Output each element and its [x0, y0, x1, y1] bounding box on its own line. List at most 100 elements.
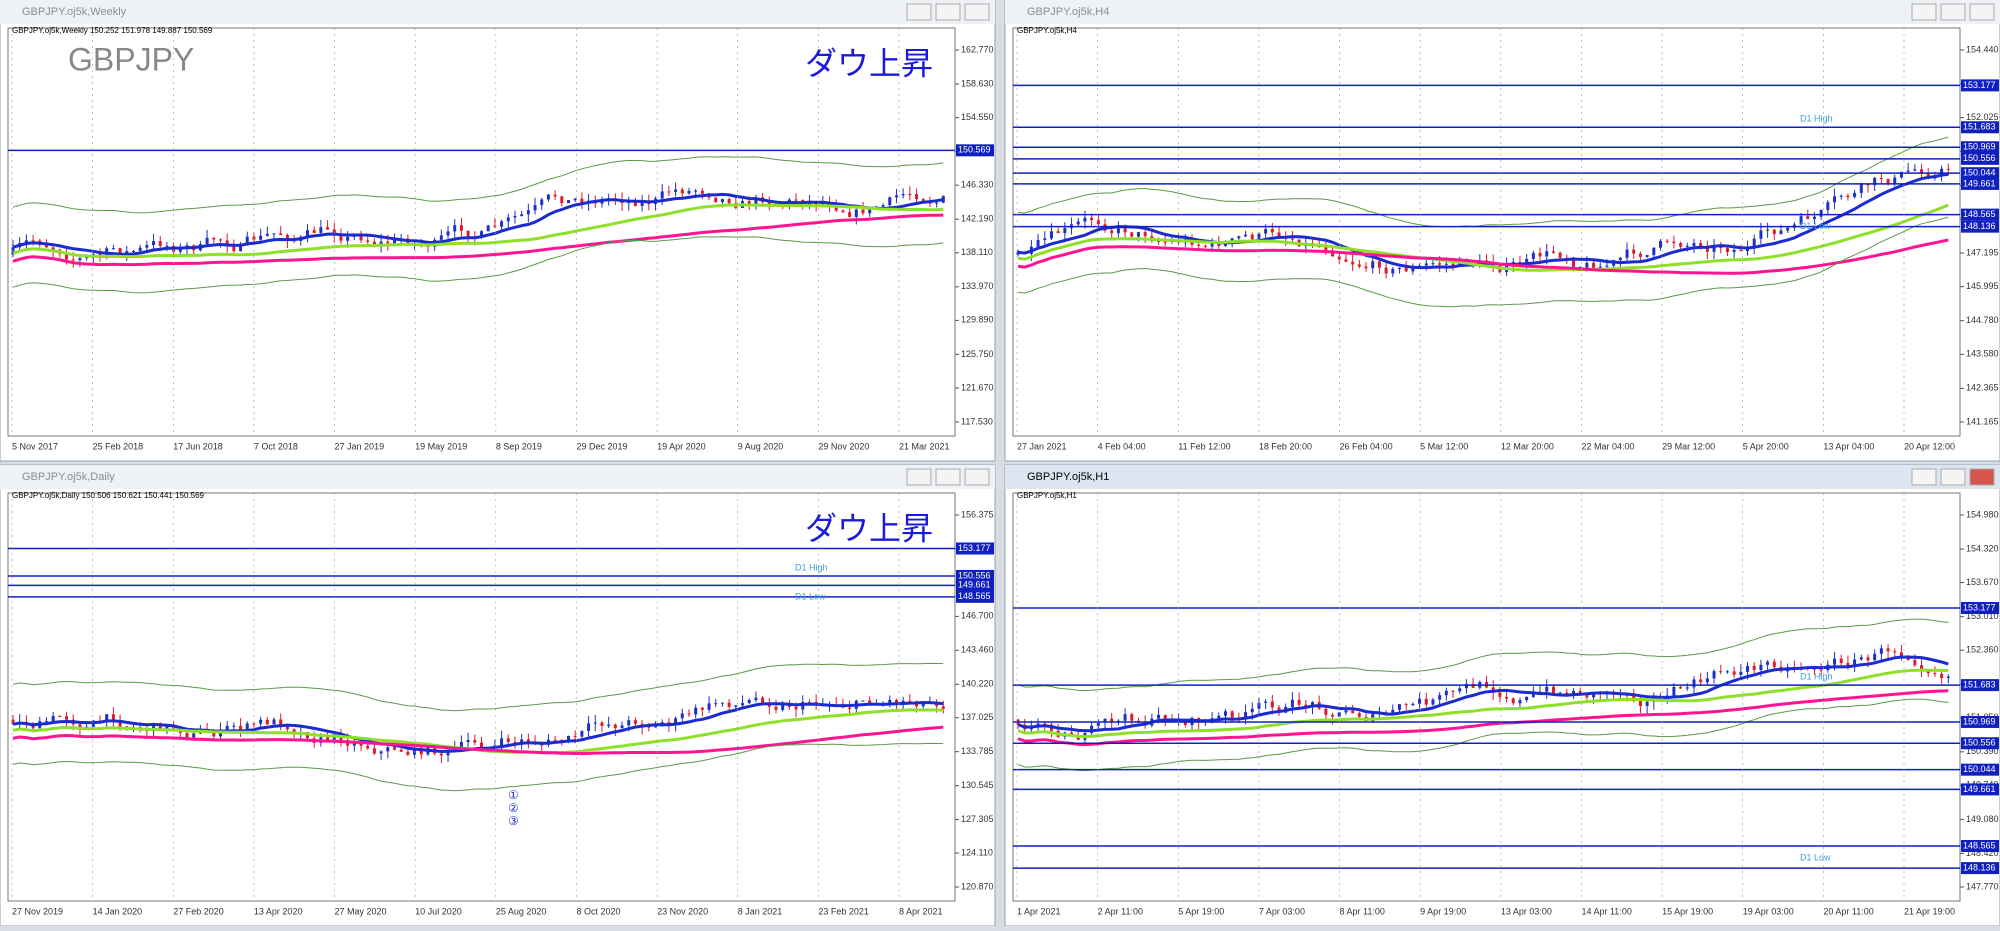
level-label: 150.556 — [1963, 738, 1996, 748]
trend-annotation: ダウ上昇 — [805, 45, 933, 81]
candle-body — [694, 190, 698, 192]
candle-body — [1558, 692, 1562, 694]
candle-body — [212, 237, 216, 240]
candle-body — [1685, 687, 1689, 689]
window-max-button[interactable] — [935, 3, 961, 21]
candle-body — [1257, 233, 1261, 240]
candle-body — [285, 724, 289, 730]
candle-body — [727, 199, 731, 204]
date-label: 27 Jan 2021 — [1017, 441, 1067, 451]
candle-body — [1157, 241, 1161, 243]
candle-body — [888, 700, 892, 704]
candle-body — [1732, 249, 1736, 253]
price-label: 148.420 — [1966, 848, 1999, 858]
window-max-button[interactable] — [935, 468, 961, 486]
date-label: 20 Apr 12:00 — [1904, 441, 1955, 451]
candle-body — [446, 750, 450, 756]
candle-body — [1244, 712, 1248, 719]
candle-body — [1163, 714, 1167, 720]
candle-body — [1933, 673, 1937, 675]
window-min-button[interactable] — [1911, 3, 1937, 21]
date-label: 8 Jan 2021 — [738, 906, 783, 916]
window-max-button[interactable] — [1940, 3, 1966, 21]
candle-body — [1264, 229, 1268, 234]
candle-body — [1136, 232, 1140, 237]
window-close-button[interactable] — [1969, 468, 1995, 486]
candle-body — [1203, 245, 1207, 247]
candle-body — [1551, 251, 1555, 253]
date-label: 7 Apr 03:00 — [1259, 906, 1305, 916]
level-label: 148.565 — [1963, 209, 1996, 219]
price-label: 137.025 — [961, 712, 994, 722]
candle-body — [1444, 263, 1448, 265]
window-min-button[interactable] — [906, 468, 932, 486]
candle-body — [1130, 714, 1134, 721]
candle-body — [1056, 231, 1060, 233]
candle-body — [1290, 699, 1294, 707]
candle-body — [1719, 671, 1723, 673]
candle-body — [1859, 184, 1863, 193]
window-title: GBPJPY.oj5k,H4 — [1027, 6, 1109, 18]
candle-body — [1839, 195, 1843, 197]
candle-body — [31, 240, 35, 242]
candle-body — [265, 719, 269, 725]
level-label-box — [956, 579, 994, 592]
window-close-button[interactable] — [964, 3, 990, 21]
candle-body — [386, 241, 390, 244]
candle-body — [1223, 243, 1227, 246]
candle-body — [1505, 696, 1509, 699]
candle-body — [1337, 712, 1341, 717]
candle-body — [372, 241, 376, 245]
moving-average — [12, 662, 944, 712]
date-label: 13 Apr 04:00 — [1823, 441, 1874, 451]
d1-low: D1 Low — [1800, 221, 1831, 231]
candle-body — [359, 742, 363, 746]
d1-high: D1 High — [795, 562, 828, 572]
candle-body — [145, 245, 149, 248]
window-min-button[interactable] — [1911, 468, 1937, 486]
candle-body — [486, 225, 490, 232]
candle-body — [1725, 248, 1729, 253]
candle-body — [1431, 263, 1435, 265]
candle-body — [466, 739, 470, 743]
date-label: 20 Apr 11:00 — [1823, 906, 1873, 916]
candle-body — [366, 745, 370, 749]
level-label: 150.569 — [958, 145, 991, 155]
candle-body — [265, 233, 269, 236]
candle-body — [212, 730, 216, 737]
candle-body — [279, 233, 283, 235]
candle-body — [1899, 171, 1903, 178]
window-close-button[interactable] — [1969, 3, 1995, 21]
candle-body — [326, 227, 330, 230]
candle-body — [854, 209, 858, 217]
window-title: GBPJPY.oj5k,Weekly — [22, 6, 127, 18]
candle-body — [1223, 711, 1227, 716]
plot-area — [7, 492, 956, 902]
candle-body — [1712, 671, 1716, 679]
candle-body — [533, 205, 537, 211]
candle-body — [379, 241, 383, 245]
candle-body — [720, 199, 724, 202]
candle-body — [239, 725, 243, 731]
candle-body — [667, 191, 671, 193]
window-close-button[interactable] — [964, 468, 990, 486]
chart-window: GBPJPY.oj5k,H1 154.980 154.320 153.670 153.0… — [1004, 464, 2000, 927]
candle-body — [1545, 251, 1549, 257]
candle-body — [1679, 686, 1683, 689]
chart-info: GBPJPY.oj5k,H1 — [1017, 491, 1077, 500]
level-label-box — [1961, 141, 1999, 154]
window-min-button[interactable] — [906, 3, 932, 21]
date-label: 5 Mar 12:00 — [1420, 441, 1468, 451]
candle-body — [1752, 238, 1756, 247]
candle-body — [78, 258, 82, 261]
candle-body — [921, 199, 925, 202]
window-max-button[interactable] — [1940, 468, 1966, 486]
candle-body — [319, 227, 323, 233]
candle-body — [714, 703, 718, 705]
level-label-box — [1961, 862, 1999, 875]
candle-body — [1598, 266, 1602, 269]
candle-body — [700, 707, 704, 710]
candle-body — [694, 707, 698, 715]
candle-body — [1946, 168, 1950, 170]
candle-body — [1083, 217, 1087, 222]
